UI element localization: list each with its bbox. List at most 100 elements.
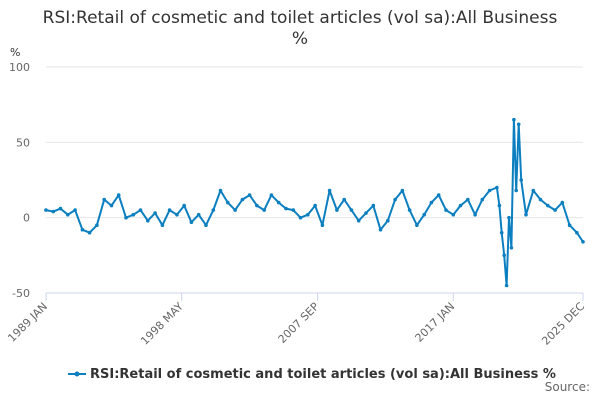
data-point bbox=[102, 197, 106, 202]
data-point bbox=[538, 197, 543, 202]
data-point bbox=[495, 185, 499, 190]
data-point bbox=[204, 223, 208, 227]
chart-title: RSI:Retail of cosmetic and toilet articl… bbox=[0, 8, 600, 50]
data-point bbox=[335, 208, 339, 212]
data-point bbox=[167, 208, 172, 212]
data-point bbox=[371, 203, 376, 208]
data-point bbox=[44, 208, 48, 212]
data-point bbox=[196, 212, 201, 217]
data-point bbox=[422, 212, 427, 217]
data-point bbox=[73, 208, 77, 212]
plot-area bbox=[44, 117, 585, 288]
data-point bbox=[226, 200, 230, 205]
data-point bbox=[444, 208, 448, 212]
data-point bbox=[502, 253, 507, 258]
data-point bbox=[66, 212, 70, 217]
data-point bbox=[240, 197, 245, 202]
data-point bbox=[499, 230, 504, 235]
x-tick-label: 1989 JAN bbox=[5, 300, 50, 345]
x-tick-label: 2007 SEP bbox=[276, 300, 322, 346]
data-point bbox=[109, 203, 114, 208]
x-tick-label: 1998 MAY bbox=[138, 300, 186, 348]
data-point bbox=[276, 200, 281, 205]
data-point bbox=[160, 223, 165, 227]
y-tick-label: -50 bbox=[12, 287, 30, 300]
data-point bbox=[560, 200, 565, 205]
chart-title-line2: % bbox=[291, 29, 309, 49]
data-point bbox=[95, 223, 99, 227]
data-point bbox=[233, 208, 237, 212]
data-point bbox=[429, 200, 434, 205]
data-point bbox=[262, 208, 267, 212]
data-point bbox=[512, 117, 516, 122]
data-point bbox=[407, 208, 412, 212]
data-point bbox=[255, 203, 259, 208]
data-point bbox=[116, 193, 121, 197]
data-point bbox=[269, 193, 274, 197]
data-point bbox=[342, 197, 347, 202]
chart-title-line1: RSI:Retail of cosmetic and toilet articl… bbox=[42, 8, 558, 28]
x-tick-label: 2025 DEC bbox=[539, 300, 587, 348]
data-point bbox=[436, 193, 441, 197]
data-point bbox=[473, 212, 477, 217]
data-point bbox=[138, 208, 143, 212]
data-point bbox=[284, 206, 288, 211]
data-point bbox=[146, 218, 150, 223]
y-axis-label: % bbox=[10, 46, 20, 59]
y-tick-label: 50 bbox=[16, 136, 30, 149]
data-point bbox=[313, 203, 317, 208]
series-line bbox=[45, 118, 584, 287]
data-point bbox=[247, 193, 252, 197]
x-tick-label: 2017 JAN bbox=[413, 300, 458, 345]
data-point bbox=[306, 212, 310, 217]
data-point bbox=[153, 211, 157, 215]
data-point bbox=[51, 209, 56, 214]
data-point bbox=[509, 246, 514, 250]
data-point bbox=[581, 240, 585, 244]
y-tick-label: 0 bbox=[23, 212, 30, 225]
data-point bbox=[567, 223, 572, 227]
grid-lines bbox=[46, 66, 583, 294]
data-point bbox=[415, 223, 419, 227]
data-point bbox=[175, 212, 179, 217]
data-point bbox=[546, 203, 550, 208]
y-axis: % -50 0 50 100 bbox=[9, 46, 30, 300]
data-point bbox=[519, 178, 523, 182]
data-point bbox=[466, 197, 470, 202]
data-point bbox=[298, 215, 303, 220]
data-point bbox=[516, 122, 521, 127]
data-point bbox=[349, 208, 354, 212]
legend-label: RSI:Retail of cosmetic and toilet articl… bbox=[90, 367, 556, 382]
data-point bbox=[80, 227, 85, 232]
data-point bbox=[524, 212, 528, 217]
data-point bbox=[575, 230, 579, 235]
data-point bbox=[480, 197, 485, 202]
data-point bbox=[87, 230, 92, 235]
data-point bbox=[189, 220, 194, 224]
data-point bbox=[124, 215, 128, 220]
data-point bbox=[507, 215, 511, 220]
x-axis: 1989 JAN 1998 MAY 2007 SEP 2017 JAN 2025 DEC bbox=[5, 292, 587, 348]
data-point bbox=[487, 188, 492, 193]
data-point bbox=[211, 208, 216, 212]
data-point bbox=[364, 211, 368, 215]
data-point bbox=[504, 283, 509, 288]
data-point bbox=[393, 197, 397, 202]
data-point bbox=[458, 203, 463, 208]
data-point bbox=[356, 218, 361, 223]
data-point bbox=[378, 227, 383, 232]
data-point bbox=[218, 188, 223, 193]
y-tick-label: 100 bbox=[9, 61, 30, 74]
data-point bbox=[514, 188, 518, 193]
data-point bbox=[291, 208, 296, 212]
legend[interactable]: RSI:Retail of cosmetic and toilet articl… bbox=[68, 367, 556, 382]
data-point bbox=[553, 208, 557, 212]
data-point bbox=[327, 188, 332, 193]
source-label: Source: bbox=[544, 380, 590, 394]
data-point bbox=[400, 188, 405, 193]
data-point bbox=[182, 203, 186, 208]
data-point bbox=[386, 218, 390, 223]
data-point bbox=[531, 188, 536, 193]
data-point bbox=[58, 206, 63, 211]
